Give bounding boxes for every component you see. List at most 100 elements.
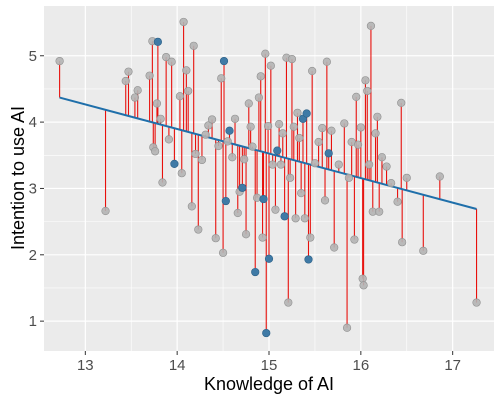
data-point — [189, 41, 198, 50]
data-point — [310, 159, 320, 168]
data-point-highlighted — [264, 254, 274, 263]
data-point — [191, 149, 200, 159]
data-point — [278, 129, 287, 138]
data-point — [158, 178, 167, 187]
data-point — [397, 98, 406, 107]
data-point — [246, 122, 255, 131]
data-point — [179, 17, 188, 27]
data-point-highlighted — [262, 328, 271, 338]
data-point-highlighted — [153, 37, 162, 46]
data-point — [300, 214, 309, 223]
data-point — [217, 74, 226, 83]
data-point — [211, 234, 220, 243]
data-point — [340, 119, 349, 128]
data-point — [402, 173, 411, 182]
data-point — [162, 52, 171, 62]
data-point — [130, 93, 140, 102]
data-point — [363, 86, 372, 96]
data-point-highlighted — [221, 196, 230, 206]
data-point — [371, 129, 380, 138]
data-point — [256, 72, 265, 81]
data-point — [365, 160, 374, 169]
data-point — [268, 160, 277, 169]
data-point — [318, 123, 327, 133]
data-point — [207, 115, 217, 124]
data-point — [244, 99, 253, 108]
data-point-highlighted — [259, 194, 268, 204]
data-point — [156, 114, 165, 123]
data-point — [293, 108, 302, 117]
data-point — [201, 130, 210, 139]
x-tick-label: 15 — [261, 357, 278, 374]
data-point — [197, 155, 207, 165]
data-point — [361, 76, 370, 85]
data-point — [121, 76, 130, 86]
data-point — [382, 162, 391, 171]
data-point — [55, 56, 64, 66]
data-point — [322, 57, 331, 66]
x-tick-label: 13 — [77, 357, 94, 374]
data-point — [184, 86, 193, 96]
data-point-highlighted — [324, 149, 333, 158]
data-point — [284, 298, 293, 307]
data-point-highlighted — [273, 146, 282, 155]
data-points — [55, 17, 481, 338]
y-tick-label: 5 — [29, 48, 37, 65]
data-point — [286, 173, 295, 182]
data-point — [308, 66, 317, 76]
data-point — [327, 126, 336, 135]
data-point — [194, 225, 203, 234]
data-point — [204, 121, 213, 130]
data-point — [387, 179, 396, 188]
data-point — [182, 66, 191, 75]
y-tick-label: 2 — [29, 247, 37, 264]
data-point — [175, 92, 185, 101]
data-point — [177, 169, 186, 178]
residual-lines — [59, 21, 478, 334]
data-point — [275, 119, 284, 129]
data-point — [330, 243, 339, 252]
axes: 13 14 15 16 17 1 2 3 4 5 — [29, 48, 461, 374]
data-point — [218, 248, 228, 257]
data-point — [261, 49, 270, 58]
data-point — [124, 67, 133, 76]
data-point — [350, 235, 359, 244]
data-point — [375, 207, 384, 216]
data-point — [366, 21, 376, 31]
data-point — [233, 208, 242, 218]
data-point — [258, 233, 267, 242]
data-point — [151, 147, 160, 156]
data-point — [287, 54, 297, 64]
data-point — [334, 160, 343, 169]
regression-line-layer — [59, 96, 477, 210]
data-point — [271, 205, 280, 214]
data-point — [398, 238, 407, 247]
data-point — [352, 92, 361, 101]
data-point — [353, 140, 363, 149]
data-point — [297, 188, 306, 198]
data-point — [248, 142, 257, 151]
data-point — [295, 133, 304, 143]
data-point — [167, 57, 176, 66]
data-point — [101, 206, 110, 216]
data-point — [187, 202, 196, 211]
data-point — [342, 323, 352, 332]
data-point — [377, 153, 387, 162]
y-axis-title: Intention to use AI — [8, 106, 28, 250]
data-point — [419, 246, 428, 255]
data-point-highlighted — [280, 212, 289, 221]
data-point — [356, 123, 365, 132]
data-point-highlighted — [238, 183, 247, 192]
data-point — [359, 281, 368, 290]
data-point-highlighted — [304, 255, 313, 264]
data-point — [289, 122, 298, 131]
data-point — [228, 153, 237, 162]
data-point — [393, 197, 402, 206]
regression-line — [59, 96, 477, 210]
x-tick-label: 16 — [352, 357, 369, 374]
y-tick-label: 4 — [29, 114, 37, 131]
data-point — [223, 137, 232, 146]
data-point — [320, 196, 330, 205]
data-point-highlighted — [219, 56, 229, 66]
